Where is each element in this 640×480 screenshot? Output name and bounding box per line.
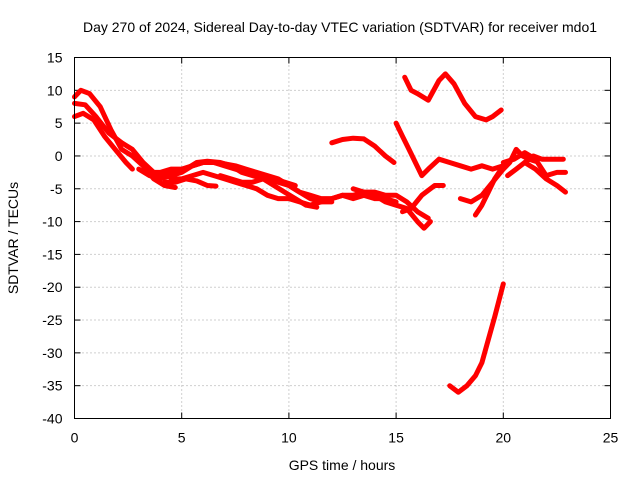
x-tick-label: 20 — [496, 430, 512, 446]
x-tick-label: 0 — [71, 430, 79, 446]
series-line-sat-n — [447, 281, 506, 395]
series-line-sat-m — [400, 183, 446, 215]
x-tick-label: 10 — [281, 430, 297, 446]
y-axis-label: SDTVAR / TECUs — [5, 182, 21, 294]
grid-lines — [74, 57, 611, 419]
series-line-sat-s — [522, 160, 568, 195]
y-tick-label: 5 — [55, 115, 63, 131]
x-tick-label: 25 — [603, 430, 619, 446]
series-line-sat-f — [168, 169, 431, 221]
y-tick-label: -30 — [42, 345, 62, 361]
y-tick-label: -5 — [50, 181, 63, 197]
series-line-sat-l — [402, 71, 504, 123]
plot-frame — [74, 57, 611, 419]
y-tick-label: -35 — [42, 378, 62, 394]
series-line-sat-k — [350, 186, 433, 231]
series-line-sat-a — [72, 87, 178, 190]
series-line-sat-p — [457, 146, 538, 205]
y-tick-label: 15 — [47, 50, 63, 66]
x-tick-label: 15 — [388, 430, 404, 446]
y-tick-label: -15 — [42, 246, 62, 262]
series-line-sat-e — [147, 160, 335, 205]
y-tick-label: 10 — [47, 82, 63, 98]
x-tick-label: 5 — [178, 430, 186, 446]
y-tick-label: -10 — [42, 214, 62, 230]
series-line-sat-h — [217, 173, 298, 188]
x-axis-label: GPS time / hours — [289, 457, 396, 473]
series-line-sat-j — [393, 120, 506, 179]
y-tick-label: -40 — [42, 411, 62, 427]
series-line-sat-i — [329, 135, 397, 165]
series-line-sat-c — [72, 110, 135, 172]
series-line-sat-r — [500, 150, 568, 179]
y-tick-label: 0 — [55, 148, 63, 164]
y-tick-label: -25 — [42, 312, 62, 328]
chart-title: Day 270 of 2024, Sidereal Day-to-day VTE… — [83, 19, 597, 35]
y-tick-labels: 15 10 5 0 -5 -10 -15 -20 -25 -30 -35 -40 — [42, 50, 62, 427]
data-series-group — [72, 71, 568, 395]
y-tick-label: -20 — [42, 279, 62, 295]
x-tick-labels: 0 5 10 15 20 25 — [71, 430, 619, 446]
series-line-sat-g — [162, 176, 219, 189]
